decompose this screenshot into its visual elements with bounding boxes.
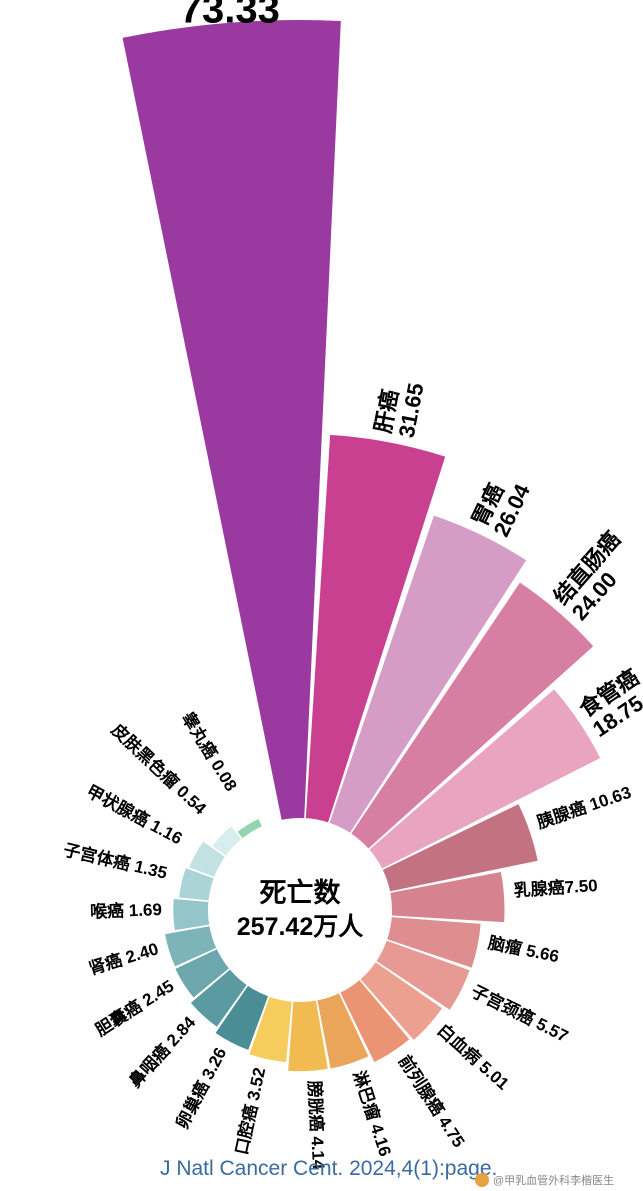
slice-label: 脑瘤 5.66 [487,932,561,966]
slice-label: 子宫颈癌 5.57 [468,981,572,1046]
weibo-icon [475,1173,489,1187]
watermark-text: @甲乳血管外科李楷医生 [493,1172,614,1188]
slice-label: 喉癌 1.69 [90,899,162,922]
slice-label: 白血病 5.01 [434,1020,514,1094]
slice [173,899,209,930]
chart-container: 肺癌73.33肝癌31.65胃癌26.04结直肠癌24.00食管癌18.75胰腺… [0,0,643,1191]
slice-label: 前列腺癌 4.75 [395,1051,470,1151]
slice-label: 乳腺癌7.50 [513,875,598,900]
slice-label: 31.65 [394,381,429,440]
slice-label: 淋巴瘤 4.16 [349,1068,395,1159]
slice-label: 肾癌 2.40 [86,938,161,978]
slice-label: 胆囊癌 2.45 [92,976,178,1040]
slice [123,20,341,820]
slice [238,819,262,838]
slice-label: 73.33 [180,0,280,32]
slice-label: 口腔癌 3.52 [231,1066,269,1157]
citation-footer: J Natl Cancer Cent. 2024,4(1):page. [160,1157,497,1181]
slice-label: 胰腺癌 10.63 [534,782,633,833]
slice-label: 卵巢癌 3.26 [172,1044,231,1132]
slice-label: 睾丸癌 0.08 [178,708,242,794]
watermark: @甲乳血管外科李楷医生 [475,1172,614,1188]
slice-label: 子宫体癌 1.35 [62,839,170,882]
polar-bar-chart: 肺癌73.33肝癌31.65胃癌26.04结直肠癌24.00食管癌18.75胰腺… [0,0,643,1191]
slice-label: 鼻咽癌 2.84 [125,1012,200,1091]
